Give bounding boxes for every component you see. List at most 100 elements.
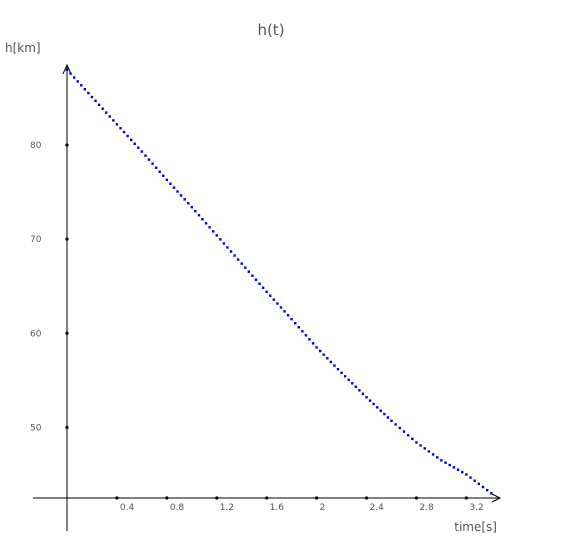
data-point <box>69 72 72 75</box>
data-point <box>473 479 476 482</box>
data-point <box>469 476 472 479</box>
data-point <box>448 463 451 467</box>
data-point <box>354 385 358 388</box>
data-point <box>190 205 193 209</box>
data-point <box>129 138 133 142</box>
data-point <box>176 190 179 193</box>
data-point <box>394 423 397 426</box>
x-tick-mark <box>315 496 319 500</box>
y-tick-label: 50 <box>30 423 42 433</box>
x-tick-label: 3.2 <box>469 503 483 513</box>
data-point <box>276 302 279 305</box>
data-point <box>265 290 268 294</box>
data-point <box>65 68 69 71</box>
x-tick-mark <box>464 496 468 500</box>
data-point <box>444 461 447 464</box>
y-tick-mark <box>65 143 69 147</box>
data-point <box>140 150 144 153</box>
data-point <box>322 353 325 356</box>
data-point <box>406 434 410 437</box>
data-point <box>122 130 126 134</box>
data-point <box>419 444 422 447</box>
data-point <box>365 396 368 399</box>
data-point <box>452 466 456 469</box>
x-tick-label: 0.4 <box>120 503 135 513</box>
data-point <box>76 80 79 83</box>
data-point <box>311 342 315 345</box>
data-point <box>144 154 147 157</box>
y-tick-mark <box>65 237 69 241</box>
data-point <box>194 209 197 213</box>
data-point <box>326 357 329 360</box>
data-point <box>251 274 254 277</box>
data-point <box>402 430 406 433</box>
data-point <box>240 262 243 265</box>
data-point <box>272 298 276 301</box>
data-point <box>226 246 229 249</box>
x-tick-mark <box>165 496 169 500</box>
x-axis-arrow <box>491 493 502 503</box>
data-point <box>461 470 464 474</box>
data-point <box>158 170 161 173</box>
data-point <box>165 178 169 182</box>
data-point <box>301 330 304 333</box>
data-point <box>431 453 435 456</box>
data-point <box>315 346 318 349</box>
data-point <box>333 364 336 367</box>
data-point <box>112 119 115 122</box>
data-point <box>87 91 90 95</box>
y-tick-label: 80 <box>30 141 42 151</box>
data-point <box>297 326 300 329</box>
x-tick-label: 2.8 <box>419 503 434 513</box>
data-point <box>187 202 190 205</box>
y-ticks: 50 60 70 80 <box>30 141 69 433</box>
data-point <box>236 258 240 261</box>
chart-title: h(t) <box>257 21 284 39</box>
data-point <box>481 485 485 489</box>
data-point <box>244 266 247 269</box>
x-ticks: 0.4 0.8 1.2 1.6 2 2.4 2.8 3.2 <box>115 496 484 513</box>
data-point <box>154 166 158 169</box>
data-point <box>151 162 154 165</box>
data-point <box>147 158 151 161</box>
data-point <box>411 437 414 441</box>
data-point <box>358 389 361 392</box>
x-tick-label: 1.2 <box>220 503 234 513</box>
data-point <box>211 230 215 233</box>
data-point <box>376 406 379 409</box>
data-point <box>126 134 129 138</box>
data-point <box>386 416 390 419</box>
data-point <box>133 142 136 145</box>
data-point <box>379 409 382 412</box>
x-axis-title: time[s] <box>454 520 497 534</box>
data-point <box>169 182 172 185</box>
data-point <box>269 294 272 297</box>
data-point <box>115 123 119 126</box>
data-point <box>383 412 386 416</box>
data-point <box>137 146 140 149</box>
data-point <box>94 99 97 103</box>
data-point <box>329 360 333 364</box>
y-tick-label: 70 <box>30 235 42 245</box>
data-point <box>465 473 468 476</box>
data-point <box>336 367 340 371</box>
y-tick-label: 60 <box>30 329 42 339</box>
data-point <box>204 222 208 225</box>
data-point <box>83 88 87 91</box>
data-point <box>318 349 322 353</box>
data-point <box>172 186 176 189</box>
data-point <box>368 399 372 402</box>
data-point <box>440 459 443 462</box>
data-point <box>490 492 493 495</box>
x-tick-mark <box>215 496 219 500</box>
data-point <box>343 375 347 378</box>
data-point <box>258 282 261 285</box>
data-point <box>179 194 183 197</box>
y-axis-arrow <box>62 63 72 75</box>
data-point <box>347 378 350 381</box>
data-point <box>90 95 94 99</box>
data-point <box>279 306 283 309</box>
x-tick-label: 1.6 <box>270 503 285 513</box>
data-point <box>390 419 393 423</box>
